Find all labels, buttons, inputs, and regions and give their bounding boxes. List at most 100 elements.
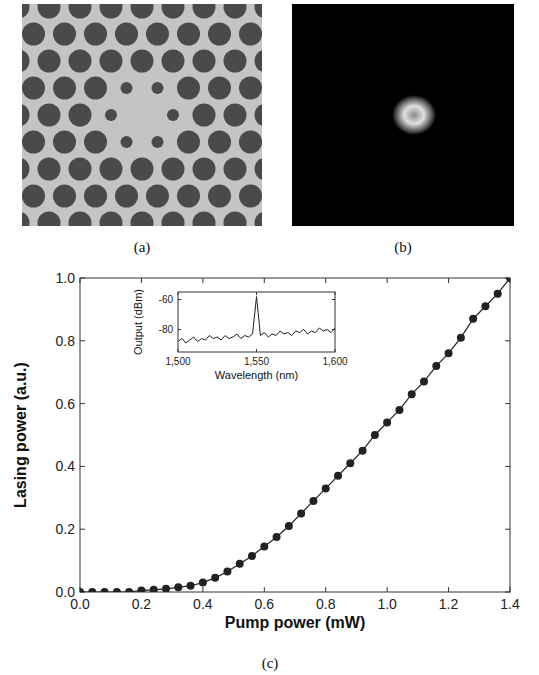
chart: 0.00.20.40.60.81.01.21.40.00.20.40.60.81… xyxy=(12,270,520,631)
data-line xyxy=(178,297,335,344)
x-tick xyxy=(325,587,326,592)
y-tick xyxy=(178,299,181,300)
data-point xyxy=(113,588,121,592)
data-point xyxy=(273,533,281,541)
data-point xyxy=(469,315,477,323)
air-hole xyxy=(224,212,247,227)
air-hole xyxy=(115,185,138,208)
data-point xyxy=(457,334,465,342)
air-hole xyxy=(22,131,45,154)
air-hole xyxy=(115,23,138,46)
data-point xyxy=(80,588,84,592)
air-hole xyxy=(22,158,30,181)
x-tick-label: 1,600 xyxy=(322,356,347,367)
y-axis-title: Lasing power (a.u.) xyxy=(12,362,29,508)
data-point xyxy=(506,278,510,282)
air-hole xyxy=(84,131,107,154)
x-tick xyxy=(178,349,179,352)
data-point xyxy=(445,349,453,357)
air-hole xyxy=(193,4,216,19)
x-tick xyxy=(256,349,257,352)
air-hole xyxy=(38,4,61,19)
y-tick xyxy=(505,340,510,341)
y-tick-label: -60 xyxy=(159,294,174,305)
air-hole xyxy=(224,104,247,127)
y-tick xyxy=(178,329,181,330)
data-point xyxy=(174,583,182,591)
data-point xyxy=(420,378,428,386)
data-point xyxy=(101,588,109,592)
y-tick xyxy=(80,466,85,467)
air-hole xyxy=(22,104,30,127)
air-hole xyxy=(255,50,263,73)
data-point xyxy=(408,390,416,398)
y-tick xyxy=(80,340,85,341)
data-point xyxy=(297,510,305,518)
data-point xyxy=(199,579,207,587)
x-tick xyxy=(448,587,449,592)
x-tick xyxy=(335,349,336,352)
x-tick xyxy=(264,587,265,592)
data-point xyxy=(432,362,440,370)
air-hole xyxy=(255,158,263,181)
air-hole xyxy=(162,4,185,19)
y-tick xyxy=(80,403,85,404)
data-point xyxy=(162,585,170,592)
air-hole xyxy=(84,23,107,46)
y-tick xyxy=(505,403,510,404)
y-tick xyxy=(332,299,335,300)
mode-spot xyxy=(392,95,436,135)
data-point xyxy=(395,406,403,414)
x-tick-label: 1,500 xyxy=(165,356,190,367)
data-group xyxy=(178,297,335,344)
data-point xyxy=(187,582,195,590)
air-hole xyxy=(167,109,179,121)
y-tick-label: 0.8 xyxy=(56,333,76,349)
air-hole xyxy=(100,4,123,19)
air-hole xyxy=(121,82,133,94)
x-tick xyxy=(178,292,179,295)
air-hole xyxy=(69,212,92,227)
x-axis-title: Pump power (mW) xyxy=(225,614,365,631)
air-hole xyxy=(100,50,123,73)
data-point xyxy=(125,588,133,592)
y-tick-label: 0.2 xyxy=(56,521,76,537)
air-hole xyxy=(22,77,45,100)
air-hole xyxy=(121,136,133,148)
air-hole xyxy=(177,185,200,208)
air-hole xyxy=(146,23,169,46)
air-hole xyxy=(22,185,45,208)
x-tick-label: 0.8 xyxy=(316,596,336,612)
data-line xyxy=(80,278,510,592)
air-hole xyxy=(208,23,231,46)
air-hole xyxy=(146,185,169,208)
air-hole xyxy=(22,4,30,19)
x-tick-label: 0.6 xyxy=(255,596,275,612)
x-tick-label: 1.0 xyxy=(377,596,397,612)
x-tick xyxy=(202,587,203,592)
y-tick-label: 0.0 xyxy=(56,584,76,600)
air-hole xyxy=(84,185,107,208)
data-point xyxy=(309,497,317,505)
mode-background xyxy=(292,4,514,226)
x-tick xyxy=(202,278,203,283)
air-hole xyxy=(193,50,216,73)
air-hole xyxy=(177,23,200,46)
air-hole xyxy=(208,131,231,154)
y-tick xyxy=(505,592,510,593)
data-point xyxy=(285,522,293,530)
plot-background xyxy=(178,292,335,352)
air-hole xyxy=(131,158,154,181)
x-tick xyxy=(510,587,511,592)
panel-label: (c) xyxy=(262,655,279,672)
air-hole xyxy=(255,212,263,227)
x-tick-label: 0.4 xyxy=(193,596,213,612)
data-point xyxy=(248,552,256,560)
air-hole xyxy=(162,50,185,73)
air-hole xyxy=(193,104,216,127)
data-point xyxy=(211,574,219,582)
y-axis-title: Output (dBm) xyxy=(132,289,144,355)
y-tick-label: 0.6 xyxy=(56,396,76,412)
data-group xyxy=(80,278,510,592)
x-tick-label: 1.2 xyxy=(439,596,459,612)
